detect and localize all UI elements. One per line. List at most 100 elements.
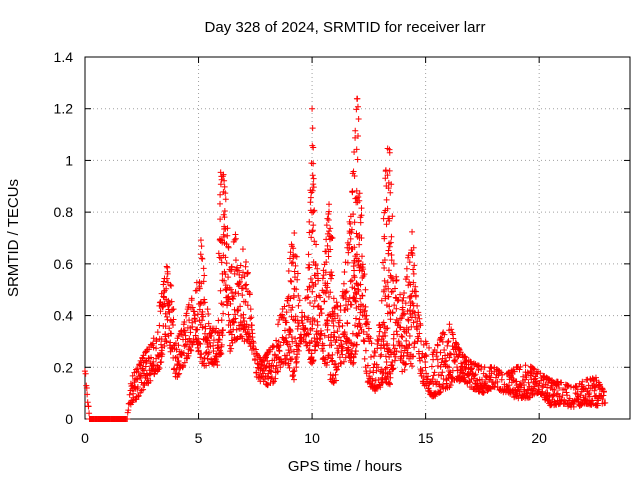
data-point xyxy=(290,245,297,252)
data-point xyxy=(351,173,358,180)
data-point xyxy=(505,382,512,389)
data-point xyxy=(279,311,286,318)
data-point xyxy=(156,302,163,309)
x-axis-ticks: 0 5 10 15 20 xyxy=(81,57,547,446)
data-point xyxy=(399,333,406,340)
data-point xyxy=(220,327,227,334)
data-point xyxy=(247,315,254,322)
data-point xyxy=(223,287,230,294)
data-point xyxy=(383,196,390,203)
data-point xyxy=(313,241,320,248)
data-point xyxy=(158,341,165,348)
data-point xyxy=(350,211,357,218)
data-point xyxy=(334,303,341,310)
data-point xyxy=(388,251,395,258)
data-point xyxy=(207,343,214,350)
data-point xyxy=(229,319,236,326)
data-point xyxy=(143,358,150,365)
data-point xyxy=(381,233,388,240)
data-point xyxy=(239,292,246,299)
data-point xyxy=(181,359,188,366)
data-point xyxy=(159,351,166,358)
data-point xyxy=(301,313,308,320)
data-point xyxy=(578,401,585,408)
data-point xyxy=(354,156,361,163)
data-point xyxy=(434,356,441,363)
y-tick-label: 1 xyxy=(65,152,73,168)
data-point xyxy=(412,283,419,290)
data-point xyxy=(320,342,327,349)
data-point xyxy=(295,347,302,354)
data-point xyxy=(294,325,301,332)
data-point xyxy=(228,345,235,352)
data-point xyxy=(311,207,318,214)
data-point xyxy=(556,384,563,391)
data-point xyxy=(345,249,352,256)
data-point xyxy=(383,364,390,371)
data-point xyxy=(424,373,431,380)
data-point xyxy=(232,289,239,296)
data-point xyxy=(426,344,433,351)
data-point xyxy=(342,331,348,338)
data-point xyxy=(417,357,424,364)
data-point xyxy=(310,222,317,229)
data-point xyxy=(192,332,199,339)
data-point xyxy=(274,368,281,375)
data-point xyxy=(275,321,282,328)
data-point xyxy=(460,370,467,377)
data-point xyxy=(356,241,363,248)
data-point xyxy=(81,368,88,375)
data-point xyxy=(371,353,378,360)
data-point xyxy=(126,391,133,398)
data-point xyxy=(162,333,169,340)
data-point xyxy=(181,327,188,334)
data-point xyxy=(490,383,497,390)
data-point xyxy=(340,280,347,287)
data-point xyxy=(232,315,239,322)
data-point xyxy=(353,298,360,305)
data-point xyxy=(236,280,243,287)
data-point xyxy=(304,294,311,301)
data-point xyxy=(239,335,246,342)
data-point xyxy=(384,172,391,179)
data-point xyxy=(197,237,204,244)
data-point xyxy=(237,262,244,269)
data-point xyxy=(347,235,354,242)
data-point xyxy=(180,362,187,369)
plot-frame xyxy=(84,56,631,420)
data-point xyxy=(281,303,288,310)
data-point xyxy=(602,399,609,406)
data-point xyxy=(351,244,358,251)
data-point xyxy=(579,378,586,385)
data-point xyxy=(380,338,387,345)
data-point xyxy=(157,308,164,315)
data-point xyxy=(428,363,435,370)
data-point xyxy=(135,369,142,376)
data-point xyxy=(222,190,229,197)
data-point xyxy=(445,338,452,345)
data-point xyxy=(227,348,234,355)
data-point xyxy=(228,286,235,293)
data-point xyxy=(356,197,363,204)
data-point xyxy=(306,229,313,236)
data-point xyxy=(437,349,444,356)
data-point xyxy=(218,350,225,357)
data-point xyxy=(399,304,406,311)
data-point xyxy=(410,353,417,360)
y-tick-label: 0.2 xyxy=(54,359,74,375)
data-point xyxy=(204,355,211,362)
data-point xyxy=(287,328,294,335)
data-point xyxy=(369,378,376,385)
data-point xyxy=(244,302,251,309)
data-point xyxy=(350,168,357,175)
data-point xyxy=(393,328,400,335)
data-point xyxy=(338,359,345,366)
data-point xyxy=(329,351,336,358)
data-point xyxy=(293,286,300,293)
data-point xyxy=(358,253,365,260)
data-point xyxy=(340,358,347,365)
data-point xyxy=(378,297,385,304)
data-point xyxy=(189,319,196,326)
data-point xyxy=(290,372,297,379)
data-point xyxy=(305,314,312,321)
